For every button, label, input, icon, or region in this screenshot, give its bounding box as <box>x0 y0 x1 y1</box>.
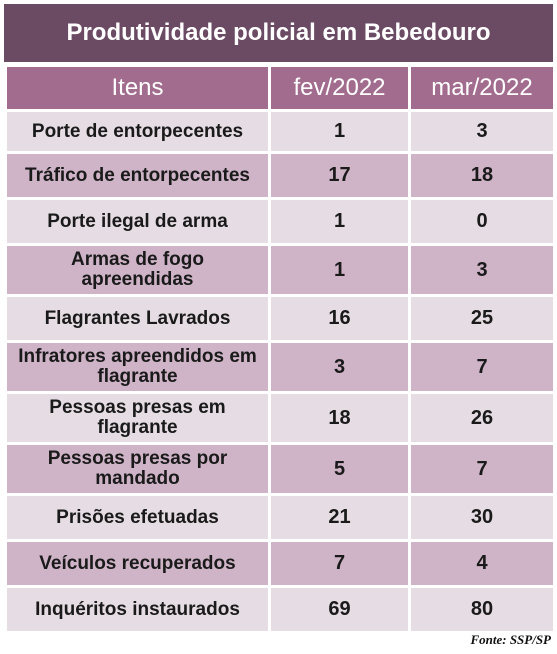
source-note: Fonte: SSP/SP <box>470 632 551 647</box>
table-row: Tráfico de entorpecentes 17 18 <box>4 151 556 200</box>
row-mar-value: 4 <box>408 539 556 588</box>
row-mar-value: 3 <box>408 109 556 154</box>
table-row: Flagrantes Lavrados 16 25 <box>4 294 556 343</box>
header-row: Itens fev/2022 mar/2022 <box>4 64 556 112</box>
header-item: Itens <box>4 64 271 112</box>
row-mar-value: 7 <box>408 340 556 394</box>
row-label: Pessoas presas por mandado <box>4 442 271 496</box>
row-mar-value: 26 <box>408 391 556 445</box>
row-mar-value: 80 <box>408 585 556 634</box>
table-row: Pessoas presas por mandado 5 7 <box>4 442 556 496</box>
row-label: Prisões efetuadas <box>4 493 271 542</box>
row-feb-value: 16 <box>268 294 411 343</box>
row-mar-value: 30 <box>408 493 556 542</box>
row-label: Inquéritos instaurados <box>4 585 271 634</box>
row-feb-value: 5 <box>268 442 411 496</box>
productivity-table: Itens fev/2022 mar/2022 Porte de entorpe… <box>4 64 556 634</box>
row-feb-value: 1 <box>268 197 411 246</box>
table-row: Pessoas presas em flagrante 18 26 <box>4 391 556 445</box>
row-label: Porte de entorpecentes <box>4 109 271 154</box>
row-feb-value: 1 <box>268 243 411 297</box>
row-feb-value: 18 <box>268 391 411 445</box>
table-row: Porte ilegal de arma 1 0 <box>4 197 556 246</box>
row-mar-value: 25 <box>408 294 556 343</box>
table-row: Infratores apreendidos em flagrante 3 7 <box>4 340 556 394</box>
row-feb-value: 21 <box>268 493 411 542</box>
row-label: Porte ilegal de arma <box>4 197 271 246</box>
header-feb: fev/2022 <box>268 64 411 112</box>
row-feb-value: 7 <box>268 539 411 588</box>
row-feb-value: 1 <box>268 109 411 154</box>
table-row: Porte de entorpecentes 1 3 <box>4 109 556 154</box>
row-label: Tráfico de entorpecentes <box>4 151 271 200</box>
row-mar-value: 18 <box>408 151 556 200</box>
header-mar: mar/2022 <box>408 64 556 112</box>
row-mar-value: 3 <box>408 243 556 297</box>
row-mar-value: 0 <box>408 197 556 246</box>
row-label: Pessoas presas em flagrante <box>4 391 271 445</box>
row-feb-value: 69 <box>268 585 411 634</box>
table-row: Inquéritos instaurados 69 80 <box>4 585 556 634</box>
row-mar-value: 7 <box>408 442 556 496</box>
row-feb-value: 3 <box>268 340 411 394</box>
table-row: Armas de fogo apreendidas 1 3 <box>4 243 556 297</box>
row-label: Armas de fogo apreendidas <box>4 243 271 297</box>
row-label: Veículos recuperados <box>4 539 271 588</box>
table-row: Veículos recuperados 7 4 <box>4 539 556 588</box>
table-row: Prisões efetuadas 21 30 <box>4 493 556 542</box>
row-feb-value: 17 <box>268 151 411 200</box>
row-label: Flagrantes Lavrados <box>4 294 271 343</box>
table-title: Produtividade policial em Bebedouro <box>4 4 553 62</box>
row-label: Infratores apreendidos em flagrante <box>4 340 271 394</box>
